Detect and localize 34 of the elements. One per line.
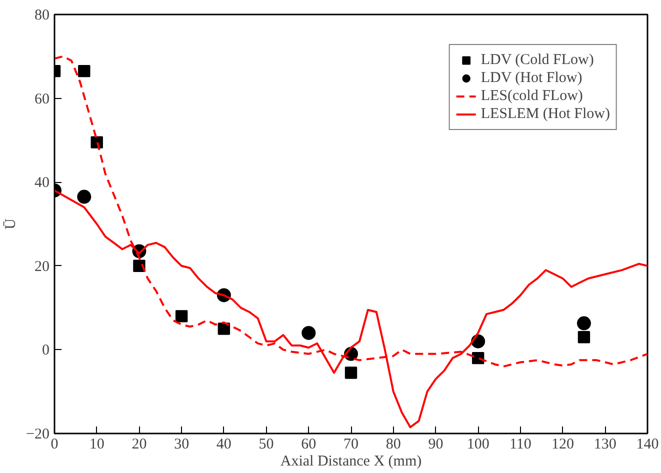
x-tick-label: 100 — [466, 436, 490, 452]
point — [578, 331, 590, 344]
point — [78, 64, 90, 78]
legend-label: LDV (Hot Flow) — [480, 69, 582, 87]
point — [218, 322, 230, 335]
y-tick-label: 80 — [34, 8, 50, 24]
x-tick-label: 90 — [428, 436, 444, 452]
x-tick-label: 80 — [386, 436, 401, 452]
legend-label: LESLEM (Hot Flow) — [480, 105, 610, 123]
y-tick-label: 60 — [34, 91, 50, 108]
point — [344, 366, 358, 379]
point — [175, 310, 188, 322]
x-tick-label: 30 — [174, 436, 190, 452]
legend-label: LDV (Cold FLow) — [480, 51, 594, 69]
x-axis-title: Axial Distance X (mm) — [280, 454, 422, 470]
point — [77, 190, 92, 204]
x-tick-label: 50 — [258, 436, 274, 452]
y-tick-label: 0 — [42, 342, 50, 359]
y-tick-label: 20 — [34, 258, 50, 275]
x-tick-label: 140 — [636, 436, 659, 452]
point — [302, 326, 316, 340]
y-axis-title: Ū — [3, 218, 20, 230]
x-tick-label: 40 — [216, 436, 232, 452]
x-tick-label: 130 — [594, 436, 616, 452]
point — [576, 316, 591, 330]
x-tick-label: 20 — [132, 436, 147, 452]
x-tick-label: 70 — [344, 436, 358, 452]
y-tick-label: −20 — [26, 426, 50, 442]
x-tick-label: 110 — [509, 436, 532, 452]
x-tick-label: 120 — [552, 436, 574, 452]
y-tick-label: 40 — [34, 175, 50, 192]
x-tick-label: 60 — [301, 436, 316, 452]
x-tick-label: 10 — [89, 436, 104, 452]
legend-label: LES(cold FLow) — [480, 87, 583, 105]
